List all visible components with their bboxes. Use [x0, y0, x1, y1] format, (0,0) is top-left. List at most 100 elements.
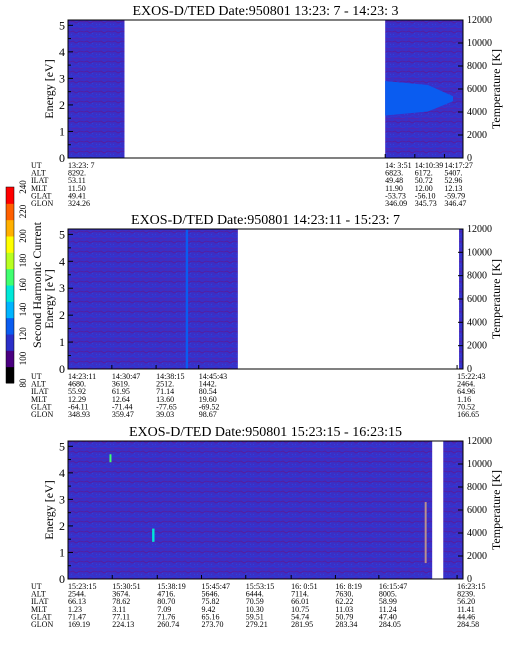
ephemeris-value: 1.23	[68, 605, 82, 614]
ephemeris-value: 14:17:27	[444, 161, 472, 170]
ephemeris-value: 52.96	[444, 176, 462, 185]
y2-tick-label: 8000	[467, 271, 487, 282]
ephemeris-value: 166.65	[457, 410, 479, 419]
colorbar-swatch	[6, 301, 14, 319]
ephemeris-value: 283.34	[335, 620, 357, 629]
ephemeris-value: 70.59	[246, 597, 264, 606]
ephemeris-value: 11.90	[385, 184, 403, 193]
ephemeris-value: 39.03	[156, 410, 174, 419]
ephemeris-row-label: GLAT	[31, 612, 52, 621]
ephemeris-value: 15:30:51	[112, 582, 140, 591]
panel-1: EXOS-D/TED Date:950801 13:23: 7 - 14:23:…	[31, 4, 503, 208]
colorbar-swatch	[6, 334, 14, 351]
ephemeris-value: 10.30	[246, 605, 264, 614]
ephemeris-value: 348.93	[68, 410, 90, 419]
spectrogram-segment	[68, 229, 238, 369]
ephemeris-value: 8292.	[68, 169, 86, 178]
ephemeris-value: 70.52	[457, 402, 475, 411]
ephemeris-value: 58.99	[379, 597, 397, 606]
ephemeris-value: 15:22:43	[457, 372, 485, 381]
ephemeris-row-label: UT	[31, 582, 42, 591]
ephemeris-value: 80.54	[199, 387, 217, 396]
y2-tick-label: 6000	[467, 84, 487, 95]
ephemeris-value: 13:23: 7	[68, 161, 94, 170]
colorbar-tick-label: 240	[18, 180, 28, 194]
ephemeris-value: 6823.	[385, 169, 403, 178]
ephemeris-value: 1442.	[199, 380, 217, 389]
ephemeris-value: 4716.	[157, 590, 175, 599]
ephemeris-value: 10.75	[291, 605, 309, 614]
panel-2: EXOS-D/TED Date:950801 14:23:11 - 15:23:…	[31, 213, 503, 419]
ephemeris-value: 11.41	[457, 605, 475, 614]
colorbar: 80 100 120 140 160 180 200 220 240 Second Harmoni…	[5, 180, 44, 388]
ephemeris-value: 98.67	[199, 410, 217, 419]
ephemeris-value: 15:53:15	[246, 582, 274, 591]
ephemeris-value: 66.01	[291, 597, 309, 606]
spectrogram-segment	[443, 441, 463, 579]
y2-tick-label: 4000	[467, 528, 487, 539]
ephemeris-value: 281.95	[291, 620, 313, 629]
ephemeris-value: 346.09	[385, 199, 407, 208]
y-tick-label: 0	[59, 362, 65, 376]
y-axis-label: Energy [eV]	[42, 59, 56, 118]
y2-tick-label: 6000	[467, 294, 487, 305]
ephemeris-value: 49.41	[68, 191, 86, 200]
ephemeris-value: 56.20	[457, 597, 475, 606]
colorbar-tick-label: 120	[18, 327, 28, 341]
ephemeris-row-label: GLAT	[31, 402, 52, 411]
colorbar-frame	[5, 186, 15, 384]
y-tick-label: 5	[59, 227, 65, 241]
panel-title: EXOS-D/TED Date:950801 15:23:15 - 16:23:…	[129, 425, 402, 440]
ephemeris-row-label: GLON	[31, 199, 53, 208]
panel-3: EXOS-D/TED Date:950801 15:23:15 - 16:23:…	[31, 425, 503, 629]
ephemeris-value: 14:45:43	[199, 372, 227, 381]
y2-axis-label: Temperature [K]	[489, 49, 503, 129]
y2-tick-label: 2000	[467, 551, 487, 562]
ephemeris-value: -64.11	[68, 402, 88, 411]
colorbar-tick-label: 220	[18, 204, 28, 218]
colorbar-label: Second Harmonic Current	[30, 221, 44, 348]
ephemeris-value: 224.13	[112, 620, 134, 629]
y2-tick-label: 12000	[467, 436, 492, 447]
ephemeris-value: 346.47	[444, 199, 466, 208]
ephemeris-value: 11.24	[379, 605, 397, 614]
y-tick-label: 2	[59, 519, 65, 533]
ephemeris-value: 14:30:47	[112, 372, 140, 381]
ephemeris-value: 3.11	[112, 605, 126, 614]
ephemeris-row-label: ALT	[31, 590, 46, 599]
ephemeris-value: -69.52	[199, 402, 220, 411]
ephemeris-value: 71.76	[157, 612, 175, 621]
ephemeris-value: 14:23:11	[68, 372, 96, 381]
colorbar-tick-label: 80	[18, 378, 28, 388]
ephemeris-value: 260.74	[157, 620, 179, 629]
y2-tick-label: 8000	[467, 482, 487, 493]
ephemeris-value: 53.11	[68, 176, 86, 185]
ephemeris-value: 12.29	[68, 395, 86, 404]
ephemeris-row-label: ALT	[31, 380, 46, 389]
colorbar-tick-label: 180	[18, 253, 28, 267]
y2-tick-label: 8000	[467, 61, 487, 72]
ephemeris-value: 7630.	[335, 590, 353, 599]
ephemeris-value: 71.14	[156, 387, 174, 396]
ephemeris-row-label: ILAT	[31, 597, 48, 606]
ephemeris-row-label: MLT	[31, 395, 47, 404]
ephemeris-value: 47.40	[379, 612, 397, 621]
ephemeris-row-label: ILAT	[31, 176, 48, 185]
ephemeris-row-label: GLON	[31, 410, 53, 419]
ephemeris-row-label: UT	[31, 161, 42, 170]
ephemeris-value: 50.79	[335, 612, 353, 621]
y-tick-label: 2	[59, 308, 65, 322]
ephemeris-value: 1.16	[457, 395, 471, 404]
ephemeris-value: 6172.	[415, 169, 433, 178]
colorbar-swatch	[6, 219, 14, 237]
ephemeris-value: 324.26	[68, 199, 90, 208]
ephemeris-row-label: MLT	[31, 184, 47, 193]
y-tick-label: 1	[59, 335, 65, 349]
ephemeris-row-label: ALT	[31, 169, 46, 178]
panel-title: EXOS-D/TED Date:950801 14:23:11 - 15:23:…	[131, 213, 400, 228]
ephemeris-value: 44.46	[457, 612, 475, 621]
ephemeris-value: 3674.	[112, 590, 130, 599]
ephemeris-value: 7.09	[157, 605, 171, 614]
colorbar-swatch	[6, 285, 14, 302]
